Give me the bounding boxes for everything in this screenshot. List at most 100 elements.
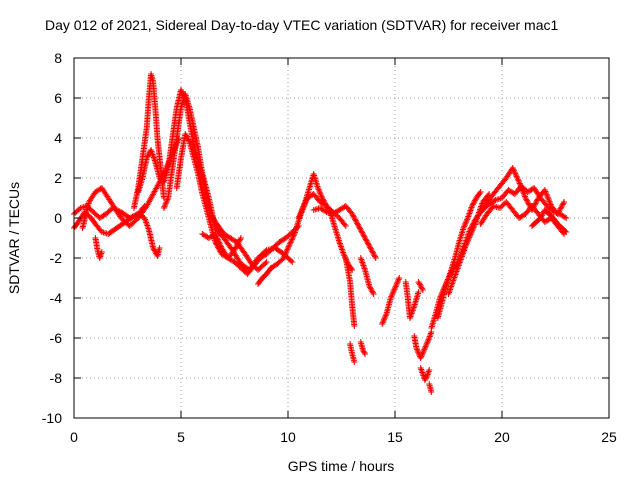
data-point (362, 235, 369, 241)
data-point (299, 206, 306, 213)
data-point (214, 235, 221, 242)
data-point (366, 283, 373, 289)
data-point (164, 196, 171, 203)
data-point (315, 186, 322, 193)
data-point (236, 237, 243, 244)
data-point (364, 240, 371, 247)
data-point (539, 211, 546, 217)
data-point (561, 199, 568, 205)
data-point (297, 210, 304, 217)
data-point (300, 201, 307, 208)
data-point (288, 257, 295, 264)
data-point (390, 289, 397, 296)
data-point (231, 247, 238, 253)
data-point (415, 289, 422, 295)
data-point (471, 199, 478, 205)
data-point (365, 241, 372, 248)
data-point (390, 287, 397, 294)
x-tick-label: 20 (494, 429, 510, 445)
data-point (183, 133, 190, 140)
data-point (361, 233, 368, 240)
data-point (462, 243, 469, 249)
data-point (130, 213, 137, 219)
data-point (280, 255, 287, 261)
data-point (464, 216, 471, 223)
data-point (418, 353, 425, 360)
data-trace (130, 71, 167, 211)
data-point (287, 239, 294, 246)
x-axis-label: GPS time / hours (288, 458, 395, 474)
data-point (423, 342, 430, 349)
data-point (283, 249, 290, 256)
data-point (126, 215, 133, 221)
data-point (290, 233, 297, 240)
data-point (182, 131, 189, 137)
data-point (352, 216, 359, 223)
data-point (178, 87, 184, 93)
data-point (461, 222, 468, 229)
data-point (512, 172, 519, 178)
y-tick-label: -8 (50, 370, 63, 386)
data-point (322, 201, 329, 208)
data-point (215, 238, 222, 244)
plot-frame (73, 57, 610, 419)
data-point (98, 249, 105, 255)
data-trace (426, 381, 435, 395)
data-point (469, 225, 476, 232)
data-point (476, 190, 483, 197)
data-point (387, 295, 394, 301)
data-point (263, 259, 270, 265)
data-point (281, 252, 288, 259)
data-point (145, 152, 152, 159)
y-tick-label: -2 (50, 250, 63, 266)
data-point (162, 200, 169, 207)
data-point (349, 211, 356, 217)
data-trace (347, 341, 358, 365)
x-tick-label: 25 (601, 429, 617, 445)
y-axis-label: SDTVAR / TECUs (6, 182, 22, 294)
data-point (388, 292, 395, 299)
data-point (156, 245, 163, 251)
data-point (233, 243, 240, 249)
data-point (284, 246, 291, 253)
data-point (357, 225, 364, 232)
data-trace (411, 329, 435, 361)
data-point (143, 155, 150, 161)
data-point (281, 253, 288, 260)
data-point (290, 232, 297, 239)
data-point (417, 355, 424, 361)
data-point (382, 312, 389, 319)
data-point (559, 201, 566, 208)
data-point (235, 239, 242, 245)
data-point (162, 202, 169, 209)
data-point (367, 244, 374, 251)
data-point (369, 288, 376, 295)
data-point (360, 232, 367, 239)
data-trace (528, 207, 570, 235)
data-point (466, 234, 473, 241)
data-point (296, 212, 303, 219)
data-point (558, 203, 565, 209)
data-point (418, 352, 425, 359)
data-point (352, 217, 359, 224)
data-point (340, 251, 347, 257)
data-point (560, 200, 567, 207)
data-point (320, 197, 327, 204)
data-point (463, 217, 470, 224)
data-point (562, 228, 569, 234)
data-point (471, 197, 478, 204)
data-point (391, 286, 398, 293)
data-point (322, 208, 329, 215)
data-trace (402, 279, 422, 321)
data-point (234, 241, 241, 248)
data-point (396, 275, 403, 281)
data-point (216, 240, 223, 247)
data-point (367, 284, 374, 291)
data-point (319, 196, 326, 203)
data-point (469, 201, 476, 208)
data-trace (357, 255, 377, 297)
data-point (523, 197, 530, 204)
data-point (509, 165, 516, 171)
data-point (544, 194, 551, 201)
data-point (318, 193, 325, 200)
